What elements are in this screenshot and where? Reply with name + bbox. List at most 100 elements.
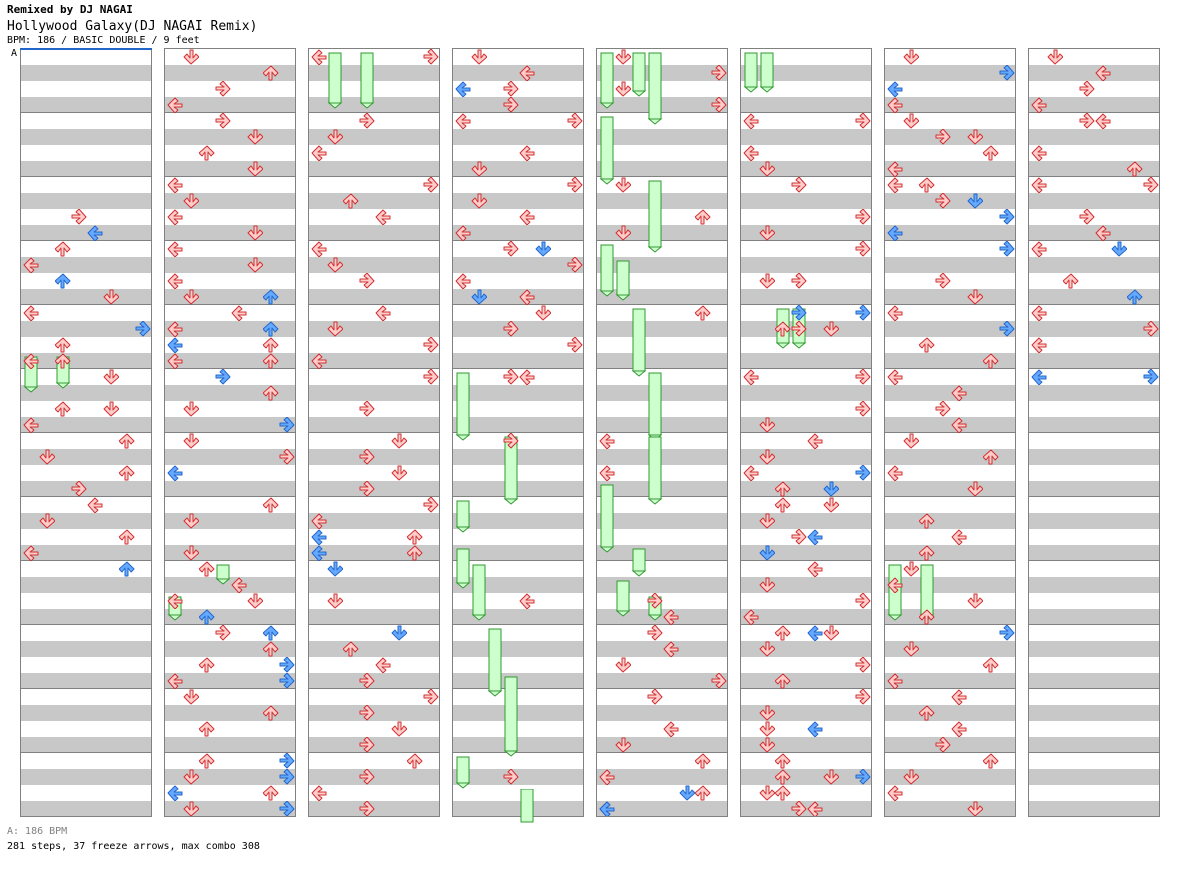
step-arrow-right: [359, 449, 375, 465]
freeze-arrow-left: [455, 545, 471, 589]
freeze-arrow-up: [631, 545, 647, 577]
step-arrow-down: [759, 577, 775, 593]
step-arrow-right: [71, 481, 87, 497]
step-arrow-left: [951, 417, 967, 433]
step-arrow-up: [263, 497, 279, 513]
step-arrow-right: [855, 465, 871, 481]
step-arrow-down: [535, 305, 551, 321]
measure-line: [309, 368, 439, 369]
step-arrow-down: [183, 401, 199, 417]
measure-line: [741, 240, 871, 241]
step-arrow-right: [1079, 81, 1095, 97]
step-arrow-left: [743, 609, 759, 625]
step-arrow-left: [519, 593, 535, 609]
step-arrow-right: [791, 273, 807, 289]
measure-line: [1029, 112, 1159, 113]
measure-line: [309, 304, 439, 305]
step-arrow-down: [615, 49, 631, 65]
measure-line: [309, 112, 439, 113]
step-arrow-down: [247, 161, 263, 177]
measure-line: [741, 560, 871, 561]
measure-line: [165, 368, 295, 369]
step-arrow-left: [167, 593, 183, 609]
freeze-arrow-left: [599, 113, 615, 185]
step-arrow-right: [279, 769, 295, 785]
step-arrow-down: [967, 129, 983, 145]
step-arrow-left: [887, 225, 903, 241]
step-arrow-up: [407, 545, 423, 561]
measure-line: [741, 176, 871, 177]
measure-line: [597, 240, 727, 241]
step-arrow-right: [999, 321, 1015, 337]
step-arrow-left: [807, 529, 823, 545]
step-arrow-down: [1111, 241, 1127, 257]
step-arrow-right: [503, 97, 519, 113]
step-arrow-up: [919, 177, 935, 193]
step-arrow-down: [759, 417, 775, 433]
step-arrow-left: [1031, 369, 1047, 385]
step-arrow-down: [471, 49, 487, 65]
step-arrow-up: [775, 753, 791, 769]
step-arrow-right: [359, 705, 375, 721]
measure-line: [165, 496, 295, 497]
measure-line: [885, 112, 1015, 113]
measure-line: [741, 752, 871, 753]
measure-line: [453, 560, 583, 561]
measure-line: [1029, 560, 1159, 561]
measure-line: [741, 624, 871, 625]
measure-line: [309, 560, 439, 561]
step-arrow-down: [759, 545, 775, 561]
step-arrow-left: [455, 81, 471, 97]
freeze-arrow-down: [615, 257, 631, 301]
step-arrow-right: [279, 657, 295, 673]
measure-line: [741, 112, 871, 113]
measure-line: [885, 432, 1015, 433]
step-arrow-right: [791, 321, 807, 337]
step-arrow-right: [855, 113, 871, 129]
step-arrow-down: [615, 81, 631, 97]
step-arrow-right: [359, 401, 375, 417]
step-arrow-down: [759, 721, 775, 737]
step-arrow-down: [759, 273, 775, 289]
freeze-arrow-up: [631, 305, 647, 377]
freeze-arrow-up: [487, 625, 503, 697]
step-arrow-up: [199, 145, 215, 161]
measure-line: [741, 688, 871, 689]
step-arrow-down: [615, 177, 631, 193]
measure-line: [165, 240, 295, 241]
step-arrow-down: [823, 625, 839, 641]
step-arrow-down: [183, 289, 199, 305]
step-arrow-left: [887, 97, 903, 113]
step-arrow-down: [903, 113, 919, 129]
measure-line: [597, 752, 727, 753]
step-arrow-up: [775, 769, 791, 785]
step-arrow-right: [215, 625, 231, 641]
chart-column-4: [452, 48, 584, 817]
song-title: Hollywood Galaxy(DJ NAGAI Remix): [7, 19, 258, 34]
step-arrow-right: [567, 177, 583, 193]
measure-line: [453, 240, 583, 241]
freeze-arrow-down: [471, 561, 487, 621]
step-arrow-right: [1079, 113, 1095, 129]
step-arrow-left: [87, 225, 103, 241]
chart-column-3: [308, 48, 440, 817]
freeze-arrow-left: [599, 481, 615, 553]
step-arrow-left: [1031, 305, 1047, 321]
step-arrow-up: [263, 353, 279, 369]
step-arrow-up: [695, 209, 711, 225]
step-arrow-down: [327, 129, 343, 145]
freeze-arrow-down: [759, 49, 775, 93]
measure-line: [21, 112, 151, 113]
measure-line: [165, 304, 295, 305]
step-arrow-right: [503, 369, 519, 385]
measure-line: [21, 560, 151, 561]
step-arrow-up: [983, 753, 999, 769]
step-arrow-right: [567, 113, 583, 129]
step-arrow-right: [567, 337, 583, 353]
step-arrow-right: [791, 529, 807, 545]
step-arrow-left: [311, 545, 327, 561]
step-arrow-right: [711, 97, 727, 113]
freeze-arrow-right: [647, 369, 663, 441]
step-arrow-right: [567, 257, 583, 273]
step-arrow-left: [87, 497, 103, 513]
